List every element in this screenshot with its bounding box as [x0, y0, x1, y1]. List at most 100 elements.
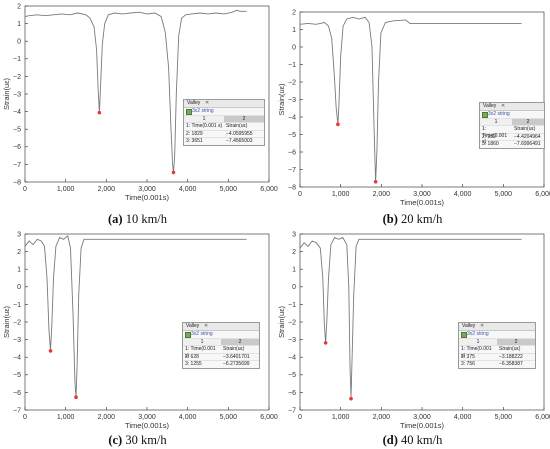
y-tick-label: 0	[17, 39, 21, 46]
x-tick-label: 6,000	[260, 414, 278, 421]
x-tick-label: 5,000	[495, 191, 513, 198]
col-header-1: 1	[494, 119, 498, 125]
x-tick-label: 3,000	[138, 186, 156, 193]
table-cell: 1: Time(0.001 s)	[482, 126, 508, 145]
x-tick-label: 4,000	[179, 186, 197, 193]
valley-marker	[74, 395, 78, 400]
table-cell: −3.188222	[499, 353, 523, 360]
table-subtitle: 3x2 string	[191, 331, 213, 337]
y-tick-label: −8	[288, 184, 296, 191]
valley-marker	[349, 396, 353, 401]
x-tick-label: 2,000	[98, 186, 116, 193]
y-axis-label: Strain(uε)	[277, 83, 286, 116]
y-tick-label: −3	[288, 337, 296, 344]
table-cell: Strain(uε)	[499, 346, 521, 353]
x-tick-label: 5,000	[220, 186, 238, 193]
y-tick-label: 2	[17, 249, 21, 256]
y-tick-label: 1	[17, 267, 21, 274]
x-tick-label: 1,000	[332, 191, 350, 198]
x-tick-label: 3,000	[138, 414, 156, 421]
table-cell: 2: 628	[185, 353, 199, 360]
table-cell: 3: 1255	[185, 361, 202, 368]
caption: (a) 10 km/h	[0, 212, 275, 227]
table-cell: −6.358387	[499, 361, 523, 368]
caption-text: 30 km/h	[125, 433, 167, 447]
table-cell: 1: Time(0.001 s)	[461, 346, 492, 359]
y-tick-label: −4	[13, 355, 21, 362]
y-tick-label: 3	[17, 231, 21, 238]
close-icon: ✕	[204, 323, 209, 329]
y-axis-label: Strain(uε)	[2, 77, 11, 110]
caption: (d) 40 km/h	[275, 433, 550, 448]
y-axis-label: Strain(uε)	[2, 305, 11, 338]
x-tick-label: 3,000	[413, 191, 431, 198]
x-axis-label: Time(0.001s)	[125, 193, 169, 202]
y-tick-label: −4	[288, 114, 296, 121]
chart-40kmh: −7 −6 −5 −4 −3 −2 −1 0 1 2 3 0 1,000 2,000 3,000 4,000 5…	[277, 231, 550, 430]
x-tick-label: 1,000	[332, 414, 350, 421]
y-tick-label: −1	[13, 302, 21, 309]
caption-letter: (d)	[382, 433, 398, 447]
y-tick-label: −6	[13, 390, 21, 397]
valley-marker	[373, 179, 378, 184]
y-tick-label: −7	[13, 407, 21, 414]
y-tick-label: −1	[13, 56, 21, 63]
table-cell: 3: 1860	[482, 141, 499, 148]
y-tick-label: −7	[288, 407, 296, 414]
panel-a: −8 −7 −6 −5 −4 −3 −2 −1 0 1 2 0 1,000 2,000 3,000 4,000…	[0, 0, 278, 227]
col-header-1: 1	[202, 116, 206, 122]
y-tick-label: −2	[288, 79, 296, 86]
col-header-1: 1	[476, 339, 480, 345]
valley-table: Valley ✕ 3x2 string 1 2 1: Time(0.001 s) St…	[479, 102, 545, 149]
table-cell: 1: Time(0.001 s)	[185, 346, 216, 359]
table-cell: −4.4204964	[514, 133, 541, 140]
col-header-2: 2	[512, 119, 544, 126]
y-tick-label: 1	[292, 267, 296, 274]
valley-table: Valley ✕ 3x2 string 1 2 1: Time(0.001 s) St…	[182, 322, 260, 369]
y-tick-label: −7	[13, 162, 21, 169]
table-cell: −6.2735699	[223, 361, 250, 368]
x-tick-label: 2,000	[373, 414, 391, 421]
table-cell: −7.4565003	[226, 138, 253, 145]
table-subtitle: 3x2 string	[192, 108, 214, 114]
close-icon: ✕	[501, 103, 506, 109]
x-tick-label: 0	[23, 186, 27, 193]
table-cell: Strain(uε)	[226, 123, 248, 130]
caption-text: 40 km/h	[401, 433, 443, 447]
y-tick-label: −4	[288, 355, 296, 362]
table-cell: Strain(uε)	[514, 126, 536, 133]
caption: (b) 20 km/h	[275, 212, 550, 227]
strain-series-line	[24, 9, 247, 173]
chart-30kmh: −7 −6 −5 −4 −3 −2 −1 0 1 2 3 0 1,000 2,000 3,000 4,000 5…	[2, 231, 278, 430]
y-tick-label: 2	[292, 249, 296, 256]
chart-10kmh: −8 −7 −6 −5 −4 −3 −2 −1 0 1 2 0 1,000 2,000 3,000 4,000…	[2, 3, 278, 202]
col-header-1: 1	[200, 339, 204, 345]
y-tick-label: −5	[288, 132, 296, 139]
plot-frame	[24, 5, 270, 183]
chart-20kmh: −8 −7 −6 −5 −4 −3 −2 −1 0 1 2 0 1,000 2,000 3,000 4,000…	[277, 9, 550, 207]
caption-letter: (b)	[382, 212, 398, 226]
x-tick-label: 4,000	[454, 414, 472, 421]
y-tick-label: −8	[13, 179, 21, 186]
table-subtitle: 3x2 string	[488, 111, 510, 117]
x-tick-label: 6,000	[260, 186, 278, 193]
y-tick-label: 0	[17, 284, 21, 291]
table-title: Valley	[462, 323, 476, 329]
y-tick-label: 0	[292, 284, 296, 291]
y-tick-label: −5	[288, 372, 296, 379]
x-axis-label: Time(0.001s)	[400, 421, 444, 430]
y-axis-label: Strain(uε)	[277, 305, 286, 338]
x-tick-label: 5,000	[220, 414, 238, 421]
panel-c: −7 −6 −5 −4 −3 −2 −1 0 1 2 3 0 1,000 2,000 3,000 4,000 5…	[0, 225, 278, 449]
x-tick-label: 4,000	[454, 191, 472, 198]
col-header-2: 2	[221, 339, 259, 346]
valley-marker	[336, 122, 340, 127]
y-tick-label: −6	[288, 149, 296, 156]
x-tick-label: 0	[298, 191, 302, 198]
table-cell: 2: 932	[482, 133, 496, 140]
x-tick-label: 5,000	[495, 414, 513, 421]
strain-series-line	[299, 236, 522, 399]
table-title: Valley	[187, 100, 201, 106]
table-icon	[185, 332, 191, 338]
y-tick-label: 1	[292, 27, 296, 34]
